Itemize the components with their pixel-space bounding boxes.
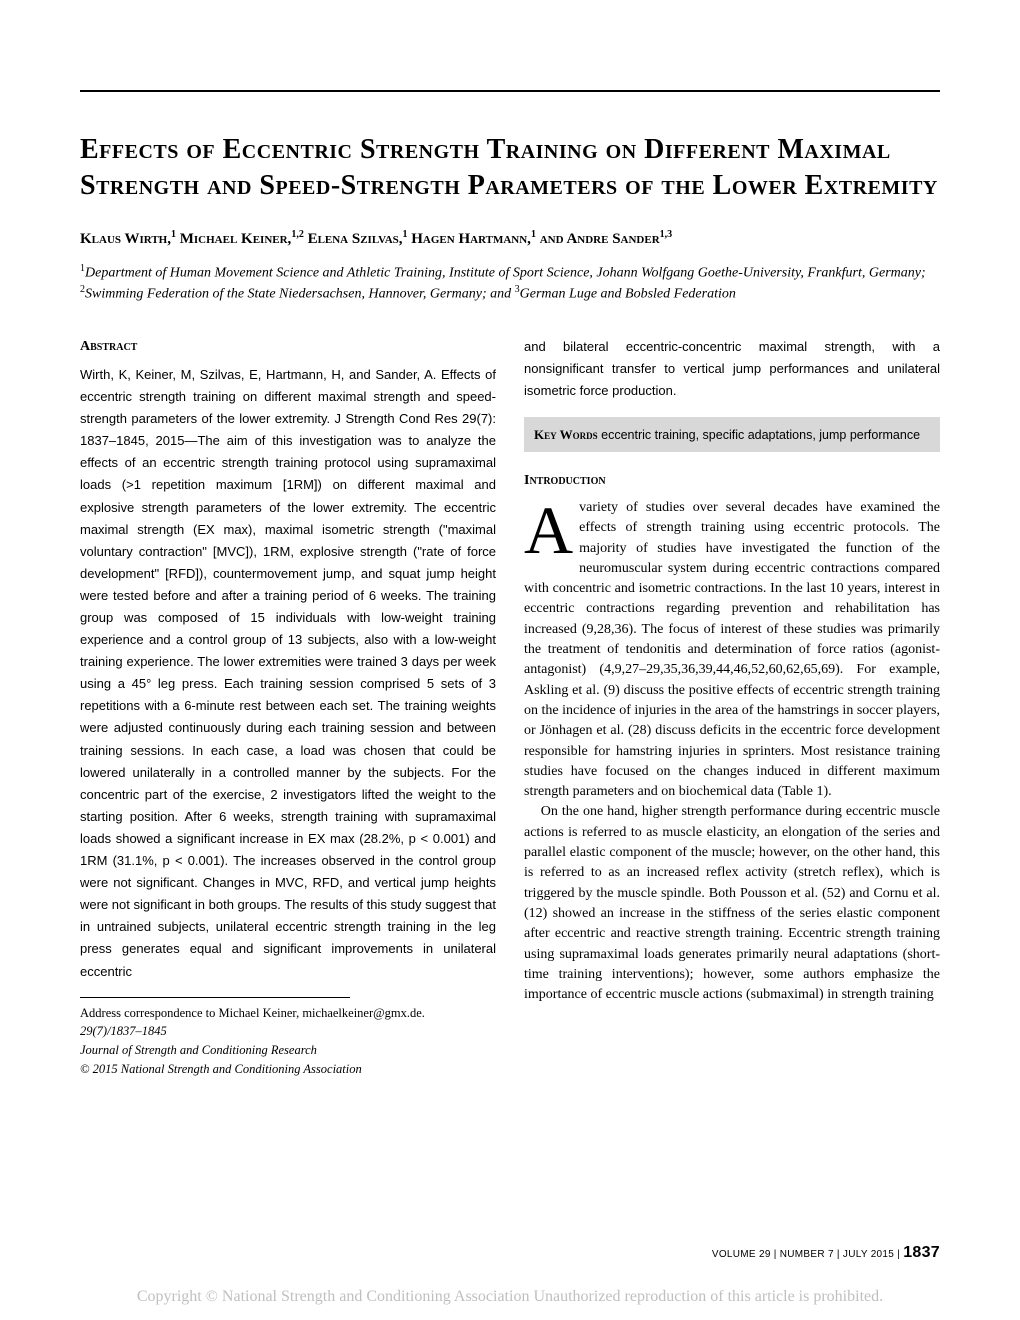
article-title: Effects of Eccentric Strength Training o… <box>80 132 940 205</box>
journal-name: Journal of Strength and Conditioning Res… <box>80 1041 496 1060</box>
introduction-body: Avariety of studies over several decades… <box>524 498 940 1005</box>
page-number: 1837 <box>903 1244 940 1261</box>
copyright-watermark: Copyright © National Strength and Condit… <box>0 1288 1020 1306</box>
volume-issue: VOLUME 29 | NUMBER 7 | JULY 2015 | <box>712 1249 903 1260</box>
issue-pages: 29(7)/1837–1845 <box>80 1022 496 1041</box>
page-footer: VOLUME 29 | NUMBER 7 | JULY 2015 | 1837 <box>712 1244 940 1262</box>
left-column: Abstract Wirth, K, Keiner, M, Szilvas, E… <box>80 336 496 1078</box>
correspondence-rule <box>80 997 350 998</box>
correspondence-address: Address correspondence to Michael Keiner… <box>80 1004 496 1023</box>
introduction-heading: Introduction <box>524 470 940 492</box>
authors: Klaus Wirth,1 Michael Keiner,1,2 Elena S… <box>80 229 940 248</box>
intro-paragraph-2: On the one hand, higher strength perform… <box>524 802 940 1005</box>
keywords-label: Key Words <box>534 427 598 442</box>
correspondence-block: Address correspondence to Michael Keiner… <box>80 1004 496 1079</box>
keywords-text: eccentric training, specific adaptations… <box>598 428 920 442</box>
abstract-continuation: and bilateral eccentric-concentric maxim… <box>524 336 940 402</box>
intro-paragraph-1: Avariety of studies over several decades… <box>524 498 940 802</box>
two-column-body: Abstract Wirth, K, Keiner, M, Szilvas, E… <box>80 336 940 1078</box>
abstract-heading: Abstract <box>80 336 496 358</box>
keywords-box: Key Words eccentric training, specific a… <box>524 417 940 453</box>
copyright-line: © 2015 National Strength and Conditionin… <box>80 1060 496 1079</box>
abstract-text: Wirth, K, Keiner, M, Szilvas, E, Hartman… <box>80 364 496 983</box>
affiliations: 1Department of Human Movement Science an… <box>80 262 940 305</box>
top-rule <box>80 90 940 92</box>
right-column: and bilateral eccentric-concentric maxim… <box>524 336 940 1078</box>
